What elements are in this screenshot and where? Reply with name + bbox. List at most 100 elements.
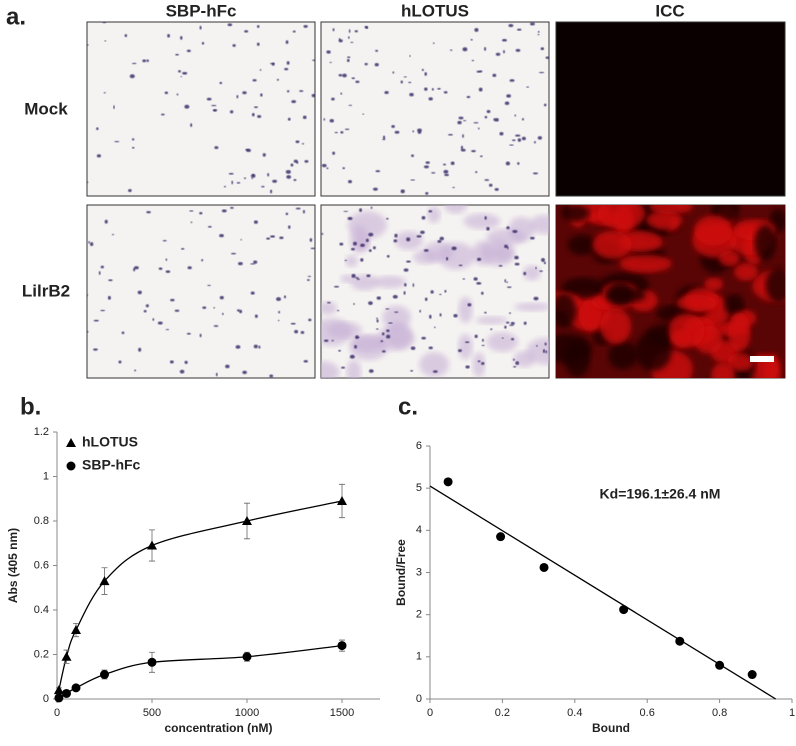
cell xyxy=(242,370,248,375)
cell xyxy=(286,90,290,93)
cell xyxy=(380,340,384,343)
cell xyxy=(292,30,296,33)
cell xyxy=(306,279,310,281)
x-tick-label: 0 xyxy=(54,707,60,719)
cell xyxy=(343,210,349,212)
cell xyxy=(355,80,360,84)
cell xyxy=(484,179,490,181)
cell xyxy=(465,365,470,369)
cell xyxy=(462,134,464,138)
cell xyxy=(253,260,258,264)
cell xyxy=(201,259,204,262)
cell xyxy=(494,118,499,122)
cell xyxy=(384,90,389,95)
cell xyxy=(164,91,169,95)
cell xyxy=(376,319,379,323)
cell xyxy=(432,370,438,373)
cell xyxy=(267,172,270,177)
cell xyxy=(393,239,398,243)
cell xyxy=(213,307,215,309)
cell xyxy=(545,350,548,354)
cell xyxy=(336,309,340,312)
cell xyxy=(428,97,433,101)
cell xyxy=(535,266,537,270)
cell xyxy=(539,270,543,272)
marker xyxy=(337,495,347,505)
cell xyxy=(472,352,486,378)
legend-label: SBP-hFc xyxy=(82,457,141,473)
cell xyxy=(350,41,354,44)
cell xyxy=(365,238,369,243)
cell xyxy=(326,167,329,170)
cell xyxy=(346,59,350,63)
cell xyxy=(457,349,462,353)
cell xyxy=(321,163,327,168)
cell xyxy=(354,344,358,349)
cell xyxy=(579,299,602,332)
cell xyxy=(243,177,247,180)
cell xyxy=(386,329,390,333)
cell xyxy=(403,268,409,272)
cell xyxy=(228,172,234,175)
cell xyxy=(430,290,434,294)
cell xyxy=(481,344,485,347)
cell xyxy=(368,369,374,373)
cell xyxy=(304,159,309,163)
cell xyxy=(128,189,132,193)
cell xyxy=(728,312,751,352)
cell xyxy=(504,325,507,329)
cell xyxy=(142,59,147,63)
panel-label: a. xyxy=(6,3,26,30)
marker xyxy=(100,670,109,680)
cell xyxy=(462,278,465,280)
cell xyxy=(439,236,445,241)
cell xyxy=(219,295,224,300)
cell xyxy=(476,282,482,285)
cell xyxy=(180,76,183,78)
cell xyxy=(501,337,504,339)
y-axis-label: Abs (405 nm) xyxy=(6,528,20,603)
cell xyxy=(235,345,241,349)
cell xyxy=(368,232,374,237)
cell xyxy=(124,34,128,38)
cell xyxy=(504,101,510,106)
cell xyxy=(354,30,358,33)
cell xyxy=(290,322,296,325)
y-tick-label: 1 xyxy=(43,470,49,482)
cell xyxy=(428,210,433,213)
x-tick-label: 0 xyxy=(427,707,433,719)
cell xyxy=(266,237,271,240)
cell xyxy=(521,118,525,121)
cell xyxy=(375,170,381,173)
cell xyxy=(486,228,526,246)
marker xyxy=(147,540,157,550)
cell xyxy=(293,159,298,163)
cell xyxy=(221,312,224,316)
cell xyxy=(351,77,355,80)
marker xyxy=(242,652,252,662)
fit-curve xyxy=(58,500,343,691)
cell xyxy=(230,206,234,209)
cell xyxy=(348,29,351,33)
cell xyxy=(146,210,151,214)
cell xyxy=(366,274,371,278)
cell xyxy=(429,314,432,319)
cell xyxy=(511,139,516,142)
cell xyxy=(406,237,411,242)
cell xyxy=(474,334,478,339)
cell xyxy=(410,179,415,181)
cell xyxy=(301,143,305,145)
cell xyxy=(331,97,335,101)
cell xyxy=(375,328,379,330)
cell xyxy=(190,221,193,224)
cell xyxy=(506,226,510,230)
cell xyxy=(104,40,107,42)
cell xyxy=(257,114,262,118)
point xyxy=(675,636,685,646)
cell xyxy=(232,44,236,47)
panel-label: b. xyxy=(20,393,41,420)
marker xyxy=(337,641,347,651)
cell xyxy=(201,41,205,45)
panel-label: c. xyxy=(398,393,418,420)
cell xyxy=(541,258,545,262)
